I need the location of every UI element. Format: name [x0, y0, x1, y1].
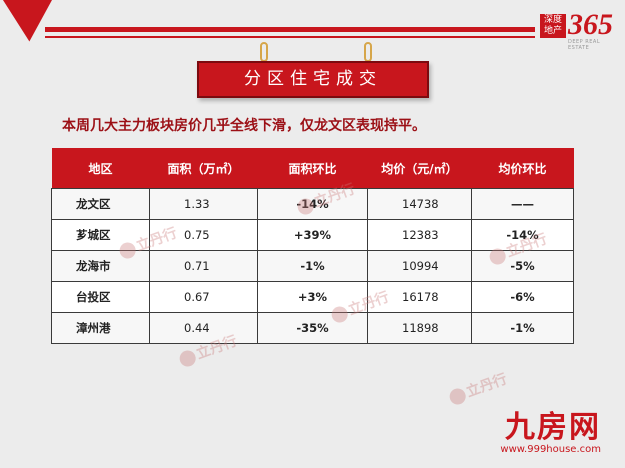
- header-area-change: 面积环比: [257, 148, 368, 189]
- title-banner: 分区住宅成交: [197, 61, 429, 98]
- cell-region: 龙海市: [51, 250, 150, 282]
- cell-price-change: -1%: [471, 312, 574, 344]
- summary-text: 本周几大主力板块房价几乎全线下滑，仅龙文区表现持平。: [62, 118, 426, 134]
- footer-logo: 九房网 www.999house.com: [500, 412, 601, 456]
- table-row: 漳州港 0.44 -35% 11898 -1%: [51, 312, 574, 344]
- cell-price-change: -14%: [471, 219, 574, 251]
- hook-icon: [364, 42, 372, 62]
- header-price: 均价（元/㎡）: [367, 148, 472, 189]
- cell-area-change: -1%: [257, 250, 368, 282]
- cell-region: 龙文区: [51, 188, 150, 220]
- top-rule-thin: [45, 36, 535, 38]
- header-area: 面积（万㎡）: [149, 148, 258, 189]
- cell-area: 0.75: [149, 219, 258, 251]
- cell-region: 漳州港: [51, 312, 150, 344]
- cell-area-change: +39%: [257, 219, 368, 251]
- brand-box: 深度地产: [540, 14, 566, 38]
- cell-area-change: -35%: [257, 312, 368, 344]
- header-region: 地区: [51, 148, 150, 189]
- footer-url: www.999house.com: [500, 444, 601, 455]
- cell-region: 台投区: [51, 281, 150, 313]
- cell-price: 12383: [367, 219, 472, 251]
- cell-price: 10994: [367, 250, 472, 282]
- cell-area: 0.71: [149, 250, 258, 282]
- table-header-row: 地区 面积（万㎡） 面积环比 均价（元/㎡） 均价环比: [51, 148, 574, 189]
- cell-area: 1.33: [149, 188, 258, 220]
- cell-price-change: -5%: [471, 250, 574, 282]
- footer-logo-text: 九房网: [505, 410, 601, 445]
- cell-area-change: -14%: [257, 188, 368, 220]
- cell-region: 芗城区: [51, 219, 150, 251]
- cell-price-change: -6%: [471, 281, 574, 313]
- hook-icon: [260, 42, 268, 62]
- table-row: 龙文区 1.33 -14% 14738 ——: [51, 188, 574, 220]
- watermark: 立丹行: [446, 368, 509, 407]
- cell-area: 0.44: [149, 312, 258, 344]
- brand-logo: 深度地产 365 DEEP REAL ESTATE: [540, 8, 622, 51]
- cell-price-change: ——: [471, 188, 574, 220]
- cell-area-change: +3%: [257, 281, 368, 313]
- cell-price: 14738: [367, 188, 472, 220]
- table-row: 龙海市 0.71 -1% 10994 -5%: [51, 250, 574, 282]
- red-arrow-icon: [0, 0, 52, 46]
- district-sales-table: 地区 面积（万㎡） 面积环比 均价（元/㎡） 均价环比 龙文区 1.33 -14% 1…: [51, 148, 574, 344]
- banner-title: 分区住宅成交: [244, 69, 382, 89]
- table-row: 台投区 0.67 +3% 16178 -6%: [51, 281, 574, 313]
- cell-price: 16178: [367, 281, 472, 313]
- cell-price: 11898: [367, 312, 472, 344]
- header-price-change: 均价环比: [471, 148, 574, 189]
- top-rule-thick: [45, 27, 535, 32]
- cell-area: 0.67: [149, 281, 258, 313]
- table-row: 芗城区 0.75 +39% 12383 -14%: [51, 219, 574, 251]
- brand-tagline: DEEP REAL ESTATE: [568, 39, 601, 51]
- brand-number: 365: [568, 8, 613, 41]
